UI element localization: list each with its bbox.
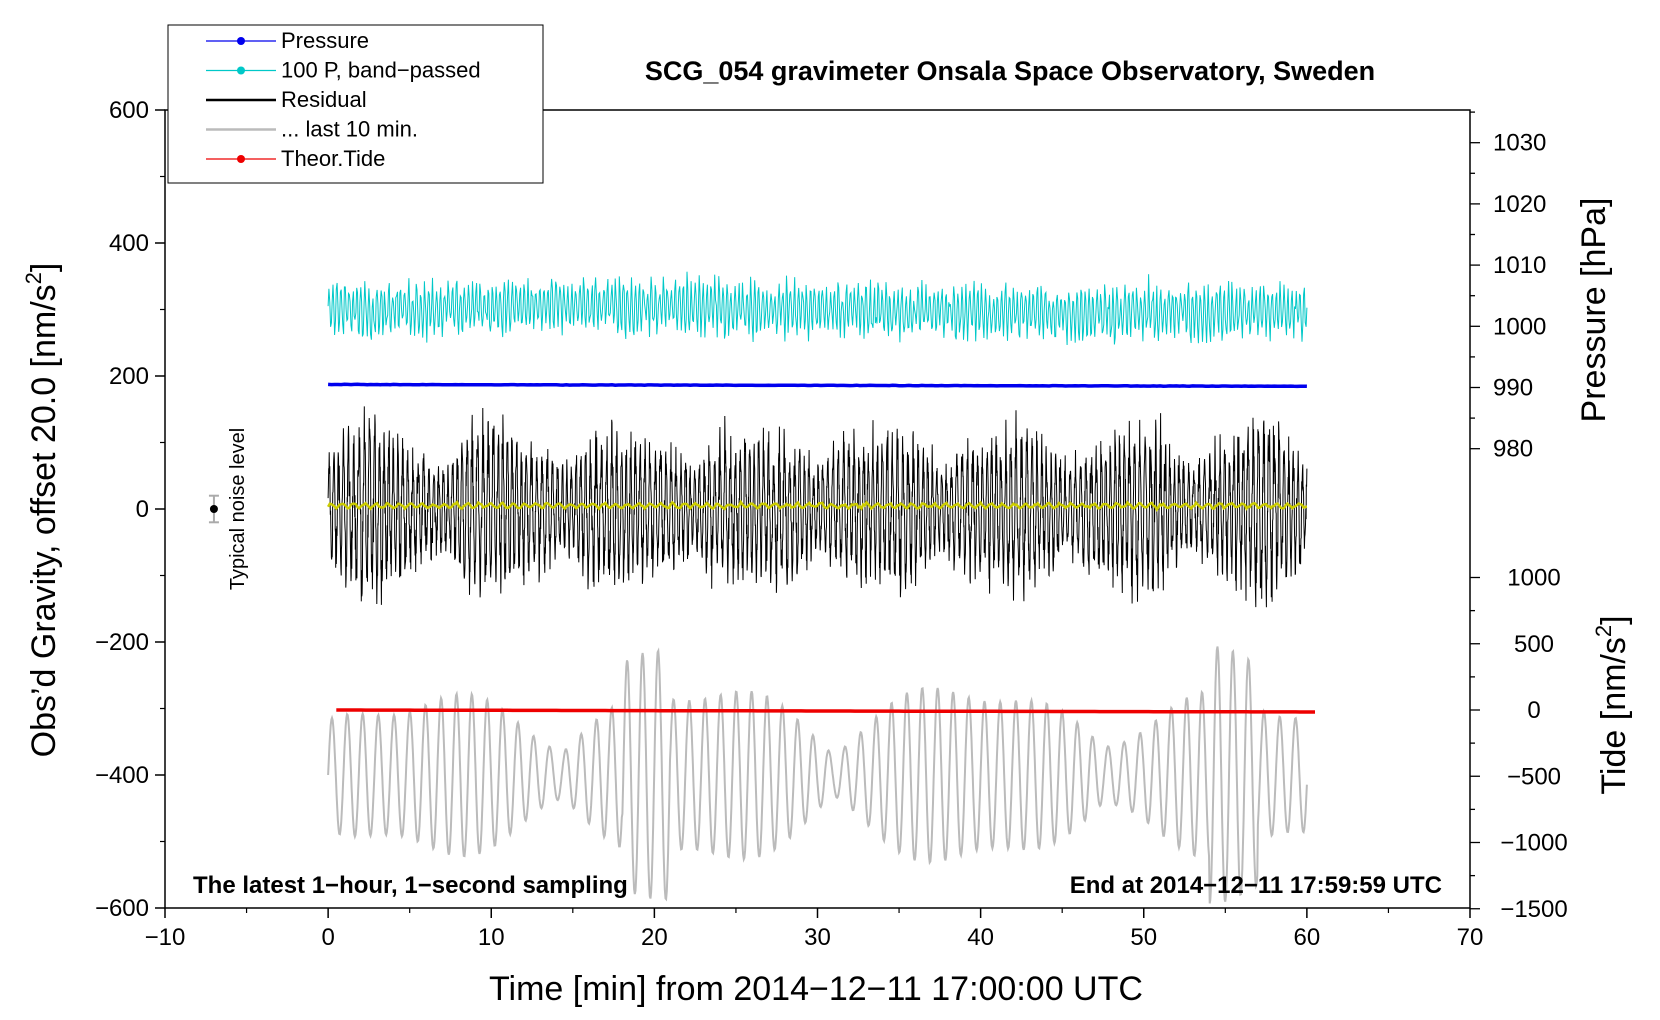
pressure-tick-label: 1020 [1493, 191, 1546, 218]
y-tick-label: 600 [109, 97, 149, 124]
y-tick-label: −200 [95, 629, 149, 656]
pressure-tick-label: 980 [1493, 436, 1533, 463]
y-tick-label: 200 [109, 363, 149, 390]
legend-label: ... last 10 min. [281, 117, 418, 142]
x-tick-label: 40 [967, 924, 994, 951]
x-tick-label: −10 [145, 924, 186, 951]
y-axis-label-left-sup: 2 [21, 272, 46, 284]
x-tick-label: 30 [804, 924, 831, 951]
plot-frame [164, 109, 1471, 909]
y-tick-label: −600 [95, 895, 149, 922]
series-pressure [327, 382, 1307, 389]
y-axis-label-left-bracket: ] [25, 263, 63, 272]
tide-tick-label: 500 [1514, 631, 1554, 658]
y-tick-label: −400 [95, 762, 149, 789]
legend-label: Residual [281, 87, 367, 112]
y-axis-label-tide-text: Tide [nm/s [1595, 637, 1633, 794]
y-tick-label: 0 [136, 496, 149, 523]
x-tick-label: 60 [1294, 924, 1321, 951]
legend-box [167, 24, 544, 184]
pressure-tick-label: 1010 [1493, 252, 1546, 279]
series-theoretical-tide [336, 708, 1315, 714]
x-tick-label: 70 [1457, 924, 1484, 951]
noise-level-label: Typical noise level [227, 428, 249, 590]
tide-tick-label: −1500 [1500, 896, 1567, 923]
x-tick-label: 50 [1130, 924, 1157, 951]
x-tick-label: 0 [321, 924, 334, 951]
legend-label: Theor.Tide [281, 146, 385, 171]
y-tick-label: 400 [109, 230, 149, 257]
y-axis-label-left-text: Obs’d Gravity, offset 20.0 [nm/s [25, 284, 63, 757]
y-axis-label-tide: Tide [nm/s2] [1591, 615, 1633, 794]
series-pressure-band-passed [327, 271, 1308, 346]
x-tick-label: 20 [641, 924, 668, 951]
annotation-bottom-left: The latest 1−hour, 1−second sampling [193, 872, 628, 899]
annotation-bottom-right: End at 2014−12−11 17:59:59 UTC [1070, 872, 1442, 899]
y-axis-label-left: Obs’d Gravity, offset 20.0 [nm/s2] [21, 263, 63, 758]
x-axis-label: Time [min] from 2014−12−11 17:00:00 UTC [489, 970, 1143, 1008]
legend-marker [237, 66, 245, 75]
pressure-tick-label: 1030 [1493, 130, 1546, 157]
y-axis-label-pressure: Pressure [hPa] [1575, 198, 1613, 423]
tide-tick-label: −1000 [1500, 830, 1567, 857]
tide-tick-label: 1000 [1507, 565, 1560, 592]
chart-title: SCG_054 gravimeter Onsala Space Observat… [645, 56, 1375, 86]
series-residual [327, 406, 1308, 608]
y-axis-label-tide-bracket: ] [1595, 615, 1633, 624]
series-residual-smoothed [327, 499, 1308, 512]
legend-marker [237, 37, 245, 45]
pressure-tick-label: 990 [1493, 375, 1533, 402]
noise-marker-dot [209, 505, 218, 513]
tide-tick-label: −500 [1507, 763, 1561, 790]
x-tick-label: 10 [478, 924, 505, 951]
series-last-10-min [327, 646, 1308, 904]
legend-marker [237, 155, 245, 163]
legend-label: 100 P, band−passed [281, 58, 481, 83]
y-axis-label-tide-sup: 2 [1591, 625, 1616, 637]
tide-tick-label: 0 [1527, 697, 1540, 724]
pressure-tick-label: 1000 [1493, 313, 1546, 340]
legend-label: Pressure [281, 28, 369, 53]
